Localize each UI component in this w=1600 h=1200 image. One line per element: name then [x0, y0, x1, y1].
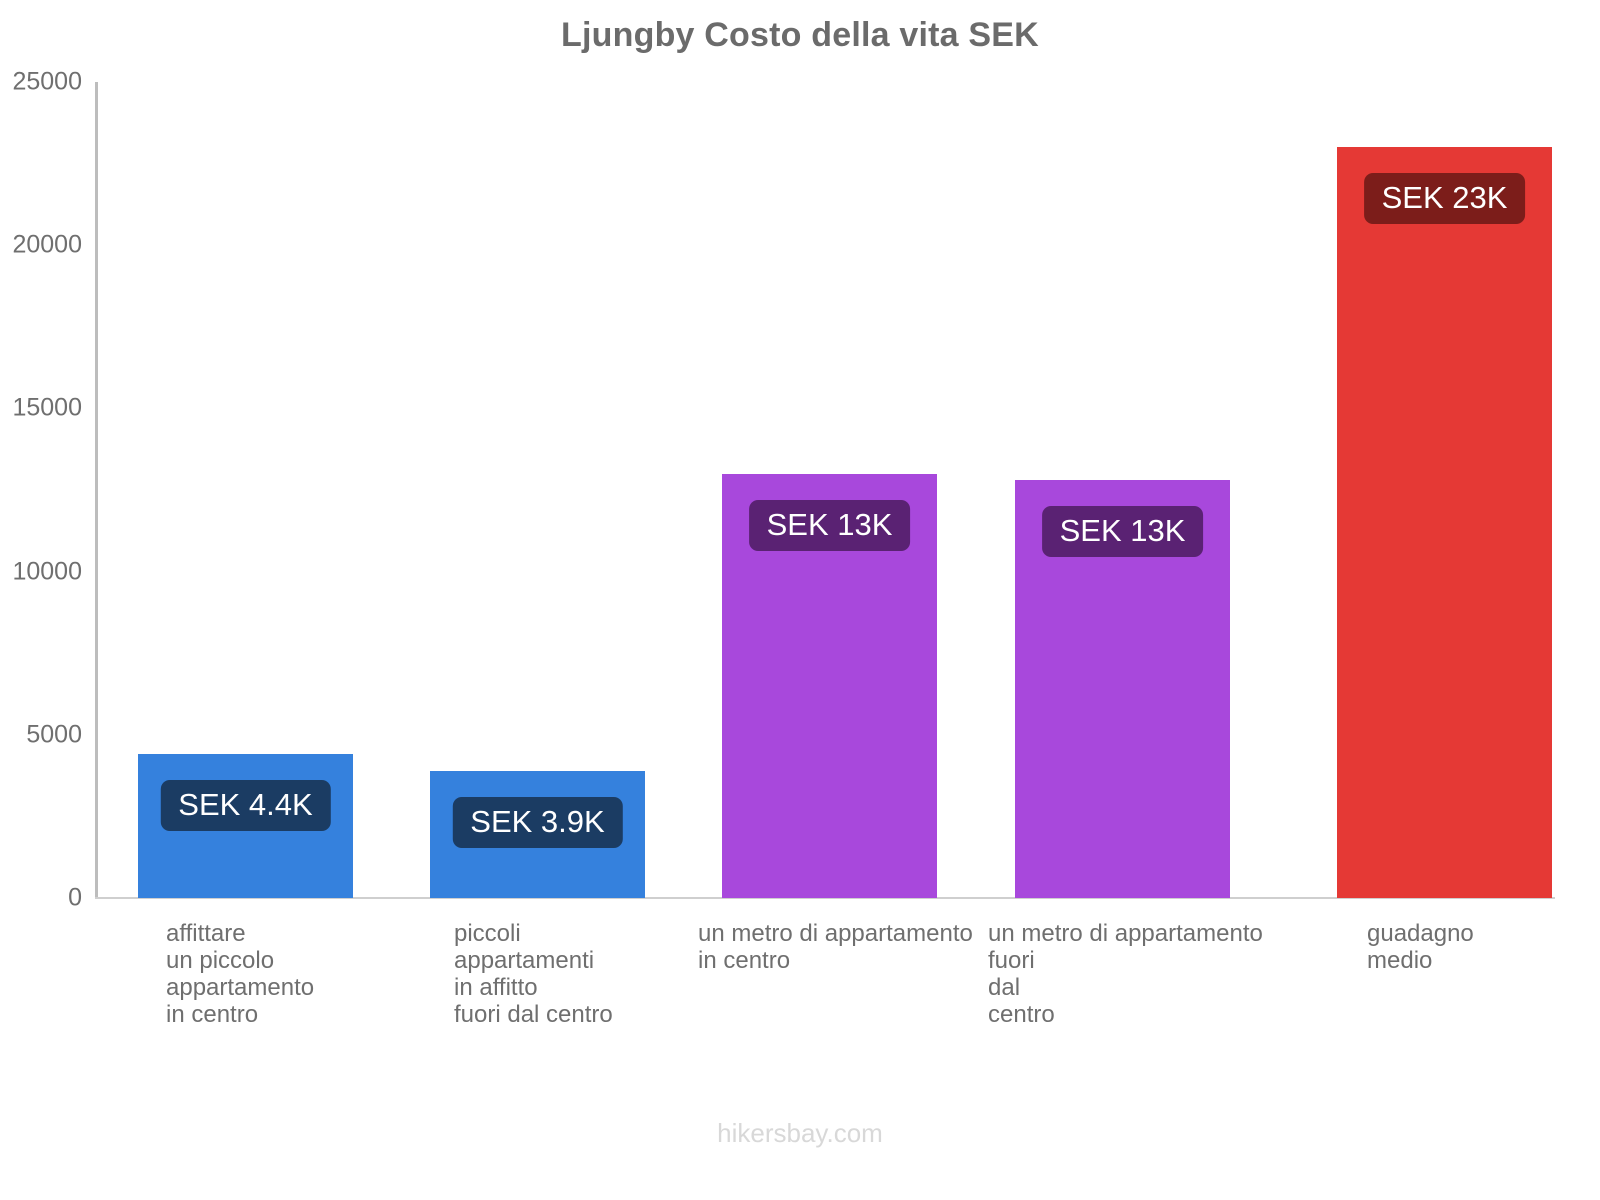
y-axis-line [95, 82, 98, 899]
bar-value-label-1: SEK 4.4K [160, 780, 331, 832]
y-tick-label-25000: 25000 [12, 67, 82, 96]
bar-value-label-5: SEK 23K [1363, 173, 1526, 225]
y-tick-label-10000: 10000 [12, 557, 82, 586]
bar-value-label-2: SEK 3.9K [452, 796, 623, 848]
y-tick-label-20000: 20000 [12, 230, 82, 259]
y-tick-label-0: 0 [68, 883, 82, 912]
bar-3[interactable]: SEK 13K [722, 473, 937, 898]
y-tick-label-15000: 15000 [12, 393, 82, 422]
chart-title: Ljungby Costo della vita SEK [561, 16, 1039, 54]
bar-value-label-4: SEK 13K [1041, 506, 1204, 558]
x-axis-line [95, 897, 1555, 899]
category-label-2: piccoli appartamenti in affitto fuori da… [454, 920, 613, 1029]
bar-5[interactable]: SEK 23K [1337, 147, 1552, 898]
bar-4[interactable]: SEK 13K [1015, 480, 1230, 898]
bar-2[interactable]: SEK 3.9K [430, 770, 645, 898]
y-tick-label-5000: 5000 [26, 720, 82, 749]
bar-value-label-3: SEK 13K [748, 499, 911, 551]
bar-1[interactable]: SEK 4.4K [138, 754, 353, 898]
category-label-3: un metro di appartamento in centro [698, 920, 973, 975]
category-label-1: affittare un piccolo appartamento in cen… [166, 920, 315, 1029]
site-watermark: hikersbay.com [717, 1118, 883, 1148]
category-label-4: un metro di appartamento fuori dal centr… [988, 920, 1263, 1029]
category-label-5: guadagno medio [1367, 920, 1474, 975]
